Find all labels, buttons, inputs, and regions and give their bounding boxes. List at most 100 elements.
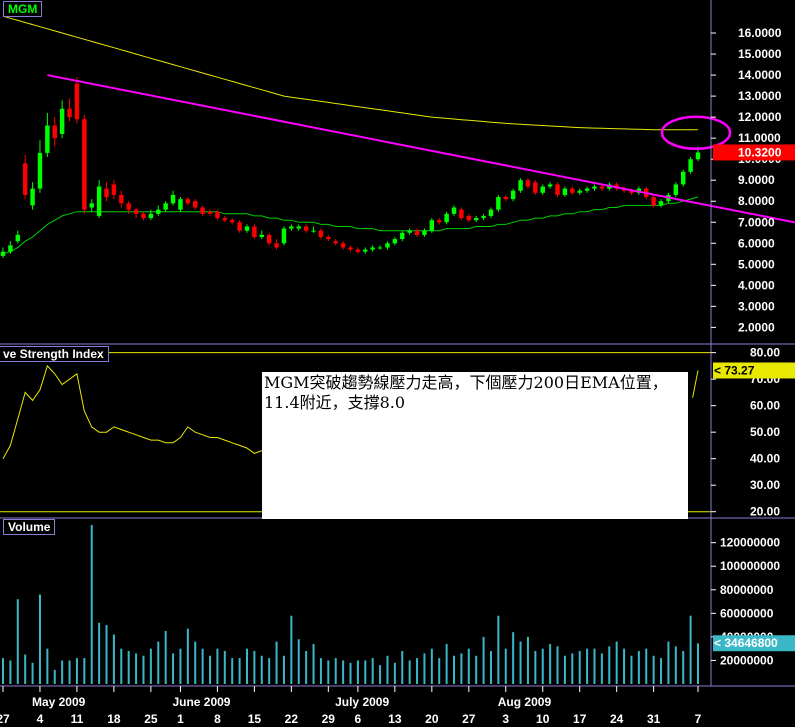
- rsi-tick-label: 80.00: [750, 346, 780, 360]
- volume-bar: [593, 648, 596, 684]
- candle-body: [215, 211, 220, 219]
- candle-body: [237, 222, 242, 231]
- candle-body: [481, 215, 486, 219]
- month-label: June 2009: [172, 695, 230, 709]
- candle-body: [414, 230, 420, 235]
- volume-bar: [275, 641, 278, 684]
- volume-bar: [497, 615, 500, 684]
- candle-body: [407, 230, 412, 233]
- volume-bar: [327, 660, 330, 684]
- volume-bar: [209, 655, 212, 684]
- candle-body: [296, 226, 301, 229]
- volume-value-marker: [713, 635, 795, 652]
- volume-bar: [105, 625, 108, 684]
- candle-body: [673, 184, 679, 195]
- x-tick-label: 4: [37, 712, 44, 726]
- candle-body: [570, 188, 575, 193]
- volume-bar: [578, 651, 581, 684]
- candle-body: [488, 209, 494, 216]
- volume-bar: [519, 641, 522, 684]
- volume-bar: [600, 653, 603, 684]
- x-tick-label: 18: [107, 712, 121, 726]
- candle-body: [340, 243, 346, 248]
- candle-body: [555, 184, 560, 195]
- volume-bar: [90, 525, 93, 684]
- rsi-tick-label: 60.00: [750, 399, 780, 413]
- volume-bar: [342, 660, 345, 684]
- candle-body: [185, 199, 191, 204]
- ema-highlight-circle: [660, 115, 732, 150]
- volume-bar: [201, 648, 204, 684]
- price-tick-label: 16.0000: [738, 26, 782, 40]
- x-tick-label: 3: [502, 712, 509, 726]
- price-tick-label: 4.0000: [738, 278, 775, 292]
- volume-bar: [637, 651, 640, 684]
- candle-body: [170, 194, 176, 204]
- rsi-tick-label: 20.00: [750, 505, 780, 519]
- volume-bar: [112, 634, 115, 684]
- candle-body: [348, 247, 353, 250]
- candle-body: [688, 159, 693, 172]
- volume-bar: [231, 658, 234, 684]
- candle-body: [592, 186, 597, 189]
- volume-bar: [157, 641, 160, 684]
- volume-bar: [489, 651, 492, 684]
- candle-body: [377, 247, 383, 249]
- volume-bar: [16, 599, 19, 684]
- price-tick-label: 6.0000: [738, 236, 775, 250]
- candle-body: [680, 171, 686, 185]
- month-label: May 2009: [32, 695, 86, 709]
- volume-bar: [615, 641, 618, 684]
- volume-bar: [652, 655, 655, 684]
- x-tick-label: 22: [285, 712, 299, 726]
- candle-body: [96, 186, 102, 216]
- volume-bar: [120, 648, 123, 684]
- volume-bar: [379, 665, 382, 684]
- volume-bar: [586, 648, 589, 684]
- volume-tick-label: 80000000: [720, 583, 774, 597]
- candle-body: [126, 203, 131, 210]
- x-tick-label: 27: [462, 712, 476, 726]
- candle-body: [533, 182, 538, 193]
- volume-bar: [571, 653, 574, 684]
- volume-bar: [268, 658, 271, 684]
- volume-title: Volume: [3, 519, 56, 535]
- candle-body: [525, 180, 531, 187]
- volume-tick-label: 60000000: [720, 606, 774, 620]
- volume-bar: [482, 636, 485, 684]
- x-tick-label: 7: [695, 712, 702, 726]
- candle-body: [629, 190, 634, 193]
- candle-body: [584, 188, 590, 191]
- volume-bar: [297, 639, 300, 684]
- candle-body: [252, 226, 257, 237]
- price-tick-label: 9.0000: [738, 173, 775, 187]
- price-tick-label: 2.0000: [738, 320, 775, 334]
- volume-bar: [68, 660, 71, 684]
- candle-body: [562, 188, 568, 195]
- candle-body: [141, 213, 146, 219]
- rsi-tick-label: 30.00: [750, 478, 780, 492]
- x-tick-label: 31: [647, 712, 661, 726]
- price-tick-label: 8.0000: [738, 194, 775, 208]
- volume-bar: [416, 658, 419, 684]
- x-tick-label: 6: [355, 712, 362, 726]
- candle-body: [104, 188, 109, 198]
- volume-bar: [290, 615, 293, 684]
- volume-tick-label: 100000000: [720, 559, 780, 573]
- candle-body: [148, 213, 154, 219]
- price-tick-label: 14.0000: [738, 68, 782, 82]
- volume-bar: [245, 648, 248, 684]
- volume-bar: [423, 653, 426, 684]
- volume-bar: [460, 653, 463, 684]
- volume-bar: [319, 658, 322, 684]
- volume-bar: [194, 641, 197, 684]
- volume-pane: [2, 525, 699, 684]
- candle-body: [178, 199, 183, 210]
- candle-body: [318, 230, 324, 237]
- volume-bar: [282, 655, 285, 684]
- price-tick-label: 7.0000: [738, 215, 775, 229]
- volume-bar: [260, 655, 263, 684]
- volume-bar: [31, 662, 34, 684]
- volume-bar: [438, 658, 441, 684]
